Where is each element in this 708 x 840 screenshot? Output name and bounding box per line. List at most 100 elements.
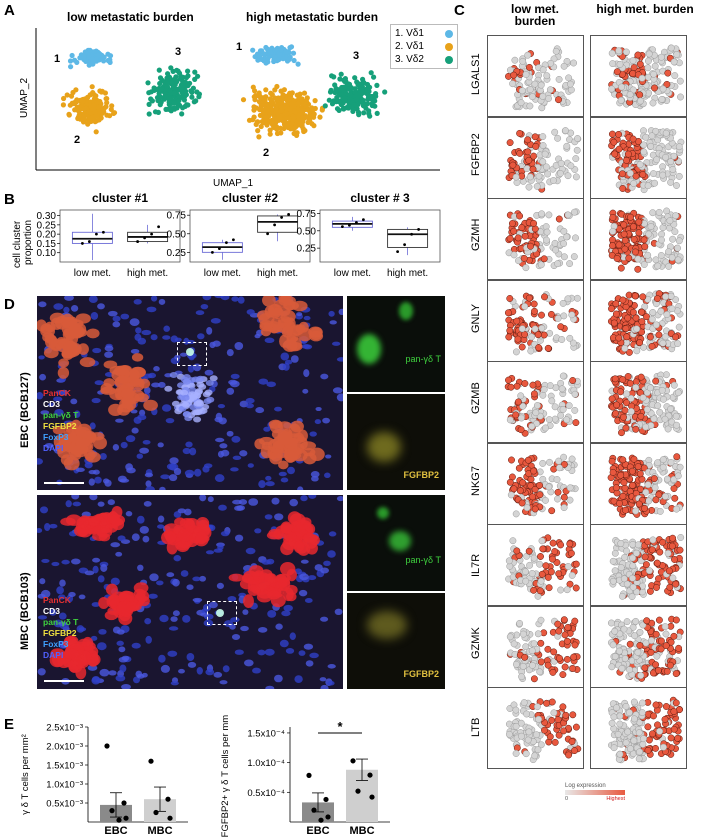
gene-expression-point (618, 592, 626, 600)
gene-expression-point (623, 399, 630, 407)
nucleus (160, 474, 170, 480)
nucleus (267, 610, 277, 618)
gene-expression-point (634, 51, 642, 59)
nucleus (214, 296, 224, 299)
umap-point-cluster3 (361, 110, 367, 116)
gene-expression-point (523, 503, 531, 511)
gene-expression-point (670, 725, 678, 733)
gene-expression-point (657, 252, 665, 259)
gene-expression-point (618, 169, 626, 177)
gene-expression-point (539, 66, 547, 74)
gene-expression-point (668, 304, 676, 312)
nucleus (239, 450, 248, 457)
nucleus (206, 327, 213, 335)
gene-expression-point (657, 637, 665, 644)
umap-point-cluster2 (294, 132, 300, 138)
gene-expression-point (642, 488, 650, 496)
cluster-num-2-low: 2 (74, 134, 80, 146)
nucleus (107, 310, 118, 317)
nucleus (338, 308, 343, 316)
umap-point-cluster2 (251, 107, 257, 113)
gene-expression-point (652, 744, 659, 752)
gene-expression-point (559, 372, 567, 380)
duct-cell (182, 374, 191, 380)
umap-point-cluster3 (172, 76, 178, 82)
gene-expression-point (648, 546, 656, 554)
gene-expression-point (655, 575, 662, 583)
umap-point-cluster3 (148, 89, 154, 95)
nucleus (299, 573, 309, 581)
boxplot-tick-label: 0.30 (37, 211, 57, 222)
nucleus (231, 634, 241, 640)
umap-point-cluster2 (72, 107, 78, 113)
gene-expression-point (670, 484, 678, 492)
umap-point-cluster3 (157, 80, 163, 87)
boxplot-box (257, 215, 299, 233)
umap-point-cluster1 (67, 58, 74, 64)
nucleus (285, 648, 295, 654)
gene-expression-point (560, 727, 568, 735)
gene-expression-point (611, 375, 619, 383)
umap-point-cluster1 (256, 53, 263, 59)
gene-expression-point (649, 308, 657, 316)
gene-expression-point (672, 669, 680, 677)
gene-expression-point (522, 71, 530, 78)
umap-point-cluster3 (347, 86, 353, 92)
umap-point-cluster3 (331, 98, 337, 104)
gene-expression-point (639, 740, 647, 748)
gene-expression-point (528, 570, 536, 577)
tumor-cell (130, 378, 145, 388)
umap-point-cluster2 (265, 118, 271, 124)
nucleus (156, 580, 164, 586)
nucleus (41, 558, 50, 563)
tumor-cell (125, 601, 138, 611)
gene-expression-point (611, 567, 619, 575)
duct-cell (169, 372, 178, 378)
bar-point (323, 796, 329, 803)
duct-cell (194, 409, 203, 416)
boxplot-xtick: high met. (127, 268, 168, 279)
umap-point-cluster3 (192, 76, 198, 82)
duct-cell (180, 389, 189, 396)
gene-expression-point (628, 467, 636, 475)
gene-expression-point (536, 667, 544, 675)
nucleus (305, 660, 314, 667)
gene-expression-point (633, 324, 641, 332)
gene-expression-point (571, 406, 579, 414)
gene-expression-point (543, 72, 551, 80)
duct-cell (196, 375, 205, 382)
umap-point-cluster1 (87, 47, 93, 53)
bar-point (311, 807, 317, 813)
gene-feature-plot (590, 35, 687, 117)
umap-point-cluster2 (76, 104, 82, 110)
boxplot-point (355, 221, 358, 224)
umap-point-cluster1 (287, 45, 293, 51)
col-title-high: high met. burden (596, 2, 694, 16)
gene-expression-point (541, 150, 549, 158)
gene-expression-point (573, 294, 581, 302)
gene-expression-point (612, 483, 620, 491)
gene-expression-point (635, 500, 643, 507)
nucleus (138, 409, 146, 417)
gene-expression-point (672, 699, 680, 707)
gene-expression-point (523, 164, 531, 172)
gene-expression-point (537, 616, 545, 624)
gene-expression-point (522, 264, 530, 272)
nucleus (132, 676, 141, 684)
tumor-cell (308, 326, 323, 338)
nucleus (136, 453, 144, 459)
gene-expression-point (627, 408, 635, 415)
tumor-cell (293, 540, 305, 552)
gene-expression-point (658, 230, 666, 238)
nucleus (232, 499, 242, 505)
nucleus (75, 467, 85, 472)
gene-expression-point (523, 710, 531, 718)
nucleus (54, 409, 64, 417)
umap-point-cluster2 (75, 114, 82, 120)
gene-expression-point (608, 304, 615, 312)
gene-expression-point (661, 492, 669, 500)
gene-expression-point (563, 655, 571, 663)
umap-point-cluster2 (274, 83, 280, 90)
nucleus (172, 610, 180, 617)
gene-expression-point (506, 416, 514, 424)
